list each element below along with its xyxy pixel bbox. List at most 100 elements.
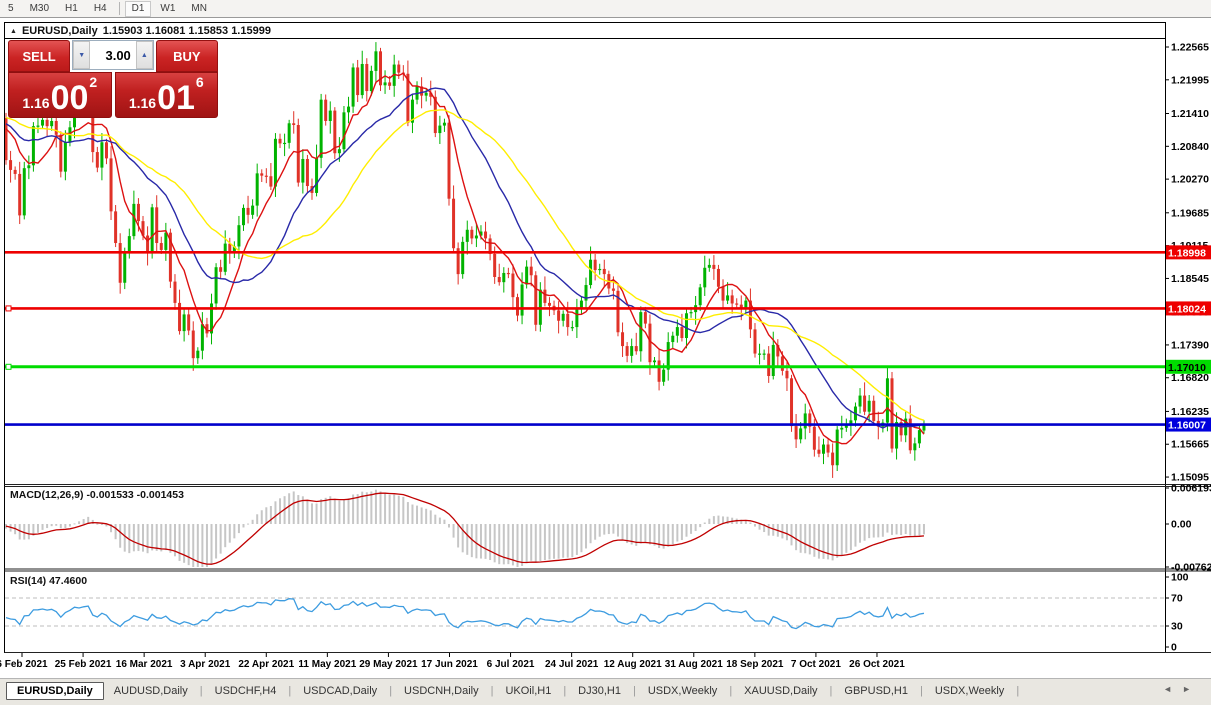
- timeframe-button-mn[interactable]: MN: [191, 2, 207, 14]
- candle-body: [223, 243, 227, 272]
- macd-histogram-bar: [320, 499, 323, 524]
- sell-price-button[interactable]: 1.16 00 2: [8, 72, 112, 118]
- macd-histogram-bar: [110, 524, 113, 533]
- buy-button[interactable]: BUY: [155, 40, 218, 72]
- chart-tab-dj30-h1[interactable]: DJ30,H1: [578, 685, 621, 697]
- candle-body: [812, 426, 816, 450]
- candle-body: [241, 207, 245, 226]
- chart-tab-usdchf-h4[interactable]: USDCHF,H4: [214, 685, 277, 697]
- date-label: 22 Apr 2021: [238, 659, 294, 670]
- candle-body: [228, 243, 232, 254]
- buy-price-button[interactable]: 1.16 01 6: [114, 72, 218, 118]
- candle-body: [95, 152, 99, 168]
- candle-body: [579, 300, 583, 309]
- candle-body: [821, 444, 825, 454]
- timeframe-button-d1[interactable]: D1: [124, 0, 152, 17]
- timeframe-button-5[interactable]: 5: [8, 2, 14, 14]
- macd-pane: [5, 489, 925, 567]
- collapse-panel-icon[interactable]: ▲: [10, 27, 17, 35]
- volume-input[interactable]: 3.00: [105, 47, 131, 63]
- macd-histogram-bar: [420, 507, 423, 524]
- tab-separator: |: [1016, 685, 1020, 697]
- candle-body: [100, 142, 104, 168]
- candle-body: [744, 300, 748, 308]
- chart-tab-usdx-weekly[interactable]: USDX,Weekly: [647, 685, 718, 697]
- chart-tab-ukoil-h1[interactable]: UKOil,H1: [505, 685, 552, 697]
- rsi-line: [5, 598, 925, 630]
- candle-body: [520, 284, 524, 316]
- macd-histogram-bar: [680, 524, 683, 541]
- candle-body: [27, 165, 31, 169]
- macd-histogram-bar: [479, 524, 482, 559]
- macd-histogram-bar: [187, 524, 190, 566]
- sell-price-big: 00: [50, 79, 89, 118]
- candle-body: [378, 51, 382, 86]
- chart-tab-audusd-daily[interactable]: AUDUSD,Daily: [113, 685, 188, 697]
- tab-scroll-left-icon[interactable]: ◄: [1163, 684, 1183, 694]
- candle-body: [625, 346, 629, 356]
- chart-tab-usdx-weekly[interactable]: USDX,Weekly: [934, 685, 1005, 697]
- price-tick-label: 1.20840: [1171, 141, 1209, 153]
- candle-body: [748, 300, 752, 330]
- candle-body: [324, 99, 328, 121]
- macd-histogram-bar: [260, 510, 263, 524]
- chart-tab-usdcad-daily[interactable]: USDCAD,Daily: [303, 685, 378, 697]
- candle-body: [566, 313, 570, 328]
- macd-histogram-bar: [507, 524, 510, 565]
- macd-histogram-bar: [297, 495, 300, 524]
- candle-body: [899, 422, 903, 436]
- chart-tab-gbpusd-h1[interactable]: GBPUSD,H1: [844, 685, 908, 697]
- chart-tab-eurusd-daily[interactable]: EURUSD,Daily: [6, 682, 104, 700]
- macd-histogram-bar: [822, 524, 825, 559]
- volume-decrease-icon[interactable]: ▼: [73, 41, 91, 69]
- timeframe-button-w1[interactable]: W1: [160, 2, 176, 14]
- candle-body: [365, 63, 369, 92]
- tab-scroll-right-icon[interactable]: ►: [1182, 684, 1201, 694]
- macd-histogram-bar: [228, 524, 231, 543]
- timeframe-button-h1[interactable]: H1: [65, 2, 78, 14]
- chart-quote-ohlc: 1.15903 1.16081 1.15853 1.15999: [102, 25, 271, 37]
- candle-body: [374, 51, 378, 71]
- candle-body: [155, 207, 159, 244]
- tab-separator: |: [389, 685, 393, 697]
- candle-body: [593, 259, 597, 271]
- macd-histogram-bar: [356, 494, 359, 524]
- macd-histogram-bar: [416, 505, 419, 524]
- macd-histogram-bar: [100, 524, 103, 525]
- candle-body: [840, 427, 844, 430]
- timeframe-button-m30[interactable]: M30: [29, 2, 50, 14]
- rsi-pane: [5, 597, 1165, 630]
- macd-histogram-bar: [530, 524, 533, 561]
- candle-body: [159, 243, 163, 250]
- macd-histogram-bar: [438, 517, 441, 524]
- candle-body: [630, 346, 634, 356]
- macd-histogram-bar: [96, 523, 99, 525]
- macd-histogram-bar: [237, 524, 240, 534]
- candle-body: [187, 314, 191, 331]
- macd-histogram-bar: [406, 502, 409, 524]
- macd-histogram-bar: [219, 524, 222, 554]
- candle-body: [196, 350, 200, 359]
- candle-body: [429, 92, 433, 97]
- volume-increase-icon[interactable]: ▲: [135, 41, 153, 69]
- candle-body: [465, 229, 469, 242]
- one-click-trading-panel: SELL ▼ 3.00 ▲ BUY 1.16 00 2 1.16 01 6: [8, 40, 218, 118]
- chart-tab-xauusd-daily[interactable]: XAUUSD,Daily: [744, 685, 818, 697]
- macd-histogram-bar: [854, 524, 857, 547]
- candle-body: [835, 429, 839, 466]
- macd-histogram-bar: [585, 524, 588, 549]
- macd-histogram-bar: [374, 489, 377, 524]
- price-badge: [1166, 359, 1211, 374]
- candle-body: [922, 425, 926, 431]
- candle-body: [844, 424, 848, 428]
- candle-body: [337, 149, 341, 154]
- chart-tab-usdcnh-daily[interactable]: USDCNH,Daily: [404, 685, 479, 697]
- candle-body: [255, 173, 259, 206]
- timeframe-button-h4[interactable]: H4: [93, 2, 107, 14]
- macd-histogram-bar: [658, 524, 661, 549]
- macd-histogram-bar: [178, 524, 181, 561]
- candle-body: [493, 253, 497, 277]
- sell-button[interactable]: SELL: [8, 40, 71, 72]
- candle-body: [347, 106, 351, 113]
